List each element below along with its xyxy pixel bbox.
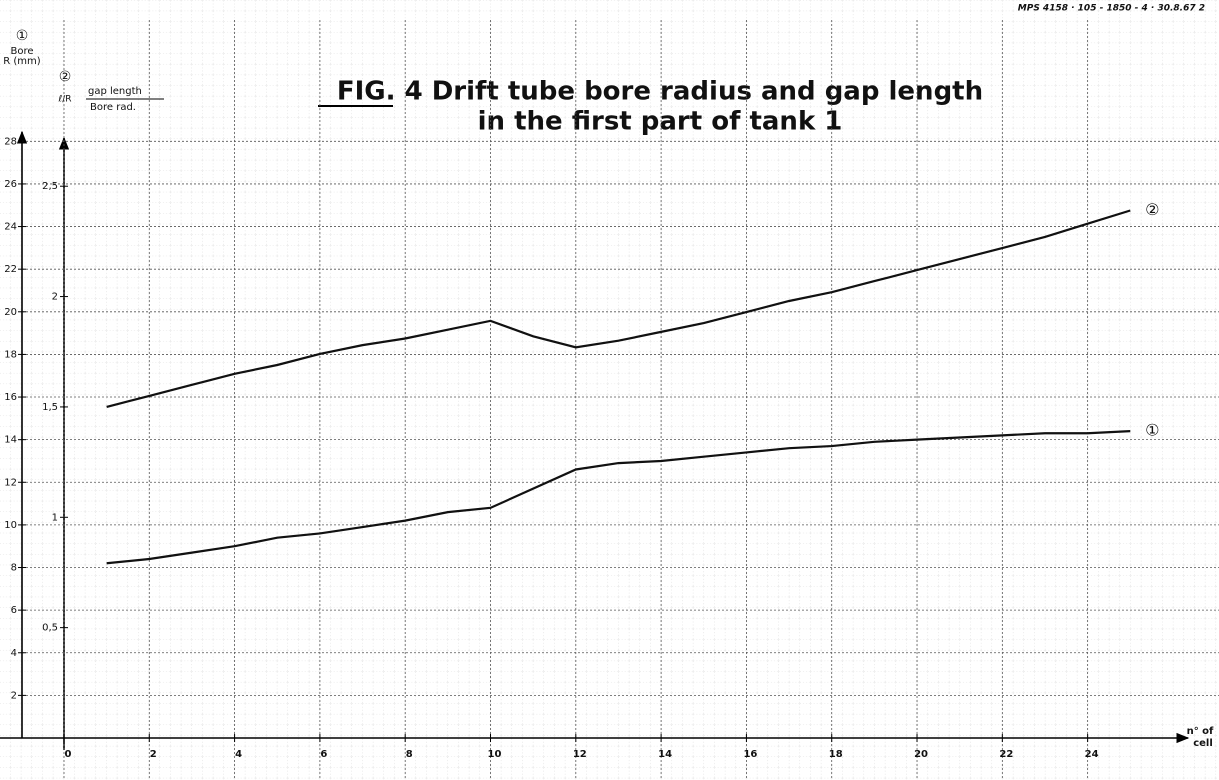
x-tick-label: 0 — [64, 749, 71, 760]
x-tick-label: 24 — [1085, 749, 1099, 760]
x-tick-label: 16 — [743, 749, 757, 760]
x-tick-label: 4 — [235, 749, 242, 760]
y-tick-label: 8 — [11, 563, 17, 574]
y-tick-label: 28 — [4, 136, 17, 147]
y2-label: gap length — [88, 86, 142, 97]
x-tick-label: 18 — [829, 749, 843, 760]
y-tick-label: 6 — [11, 605, 17, 616]
series-line — [106, 209, 1131, 408]
y-tick-label: 24 — [4, 222, 17, 233]
x-label: cell — [1193, 738, 1213, 749]
y-tick-label: 10 — [4, 520, 17, 531]
x-tick-label: 8 — [406, 749, 413, 760]
y-tick-label: 12 — [4, 477, 17, 488]
x-tick-label: 12 — [573, 749, 587, 760]
y2-label: ② — [59, 69, 72, 85]
series-label: ② — [1145, 200, 1159, 219]
x-tick-label: 2 — [150, 749, 157, 760]
chart-title: FIG. 4 Drift tube bore radius and gap le… — [337, 77, 983, 107]
x-label: n° of — [1187, 726, 1214, 737]
y2-tick-label: 1,5 — [42, 402, 58, 413]
y2-label: Bore rad. — [90, 102, 136, 113]
x-tick-label: 22 — [999, 749, 1013, 760]
x-tick-label: 6 — [320, 749, 327, 760]
header: MPS 4158 · 105 - 1850 - 4 · 30.8.67 2 — [1018, 4, 1205, 14]
y-tick-label: 14 — [4, 435, 17, 446]
y-tick-label: 20 — [4, 307, 17, 318]
y-tick-label: 22 — [4, 264, 17, 275]
x-tick-label: 20 — [914, 749, 928, 760]
series-line — [106, 430, 1131, 565]
y2-label: ℓ/R — [57, 95, 71, 105]
y2-tick-label: 0,5 — [42, 623, 58, 634]
y-tick-label: 18 — [4, 349, 17, 360]
y2-tick-label: 1 — [52, 512, 58, 523]
y2-tick-label: 2,5 — [42, 181, 58, 192]
y-tick-label: 26 — [4, 179, 17, 190]
x-tick-label: 14 — [658, 749, 672, 760]
y-label: ① — [16, 28, 29, 44]
y-tick-label: 16 — [4, 392, 17, 403]
y2-tick-label: 2 — [52, 292, 58, 303]
series-label: ① — [1145, 421, 1159, 440]
x-tick-label: 10 — [488, 749, 502, 760]
y-tick-label: 2 — [11, 690, 17, 701]
y-label: R (mm) — [3, 56, 41, 67]
chart-subtitle: in the first part of tank 1 — [478, 107, 843, 137]
y-label: Bore — [10, 46, 33, 57]
y-tick-label: 4 — [11, 648, 17, 659]
